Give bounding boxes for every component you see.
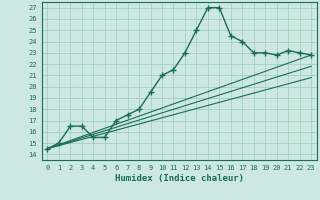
X-axis label: Humidex (Indice chaleur): Humidex (Indice chaleur) (115, 174, 244, 183)
